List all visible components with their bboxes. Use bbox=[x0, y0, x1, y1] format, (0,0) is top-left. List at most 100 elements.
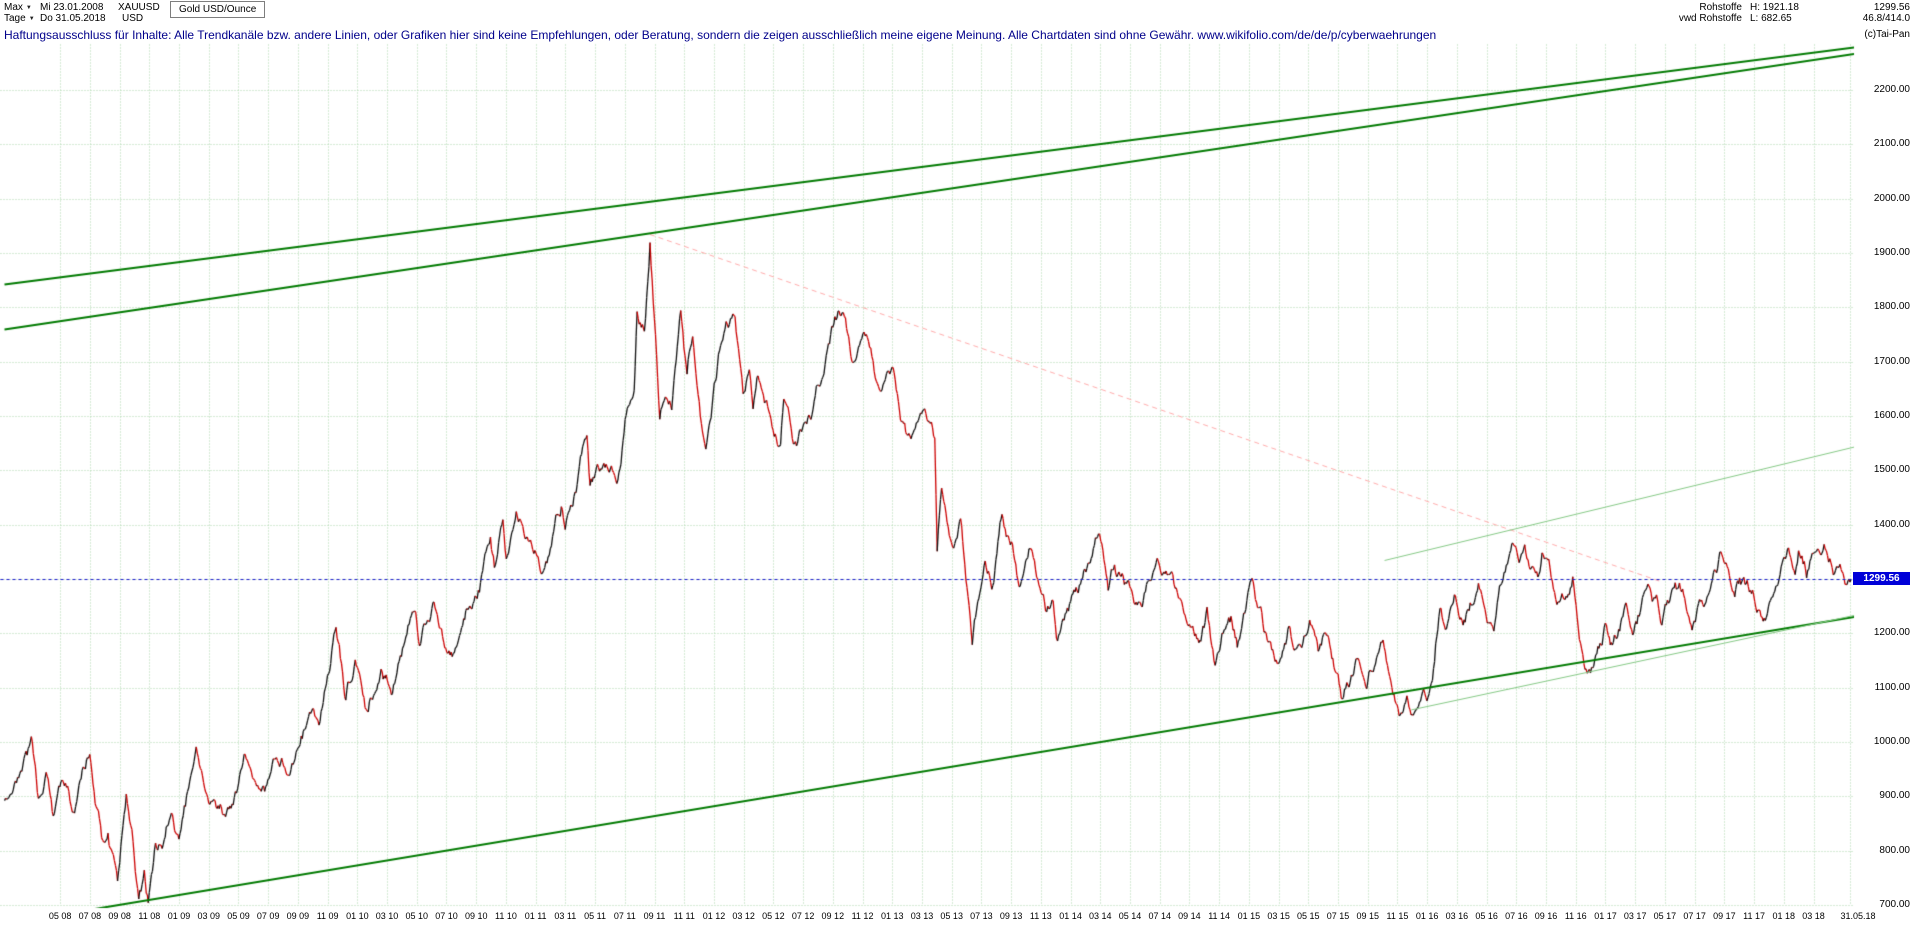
x-axis-label: 03 11 bbox=[554, 911, 577, 921]
x-axis-label: 05 12 bbox=[762, 911, 785, 921]
x-axis-label: 03 13 bbox=[910, 911, 934, 921]
x-axis-label: 05 15 bbox=[1297, 911, 1320, 921]
range-dropdown[interactable]: Max ▼ bbox=[4, 2, 32, 14]
low-value: L: 682.65 bbox=[1750, 13, 1792, 24]
y-axis-label: 1700.00 bbox=[1873, 355, 1910, 367]
x-axis-end-label: 31.05.18 bbox=[1840, 911, 1876, 921]
x-axis-label: 01 14 bbox=[1059, 911, 1082, 921]
x-axis-label: 09 16 bbox=[1534, 911, 1558, 921]
toolbar-row-2: Tage ▼ Do 31.05.2018 USD bbox=[0, 13, 1912, 25]
last-price: 1299.56 bbox=[1873, 2, 1910, 13]
y-axis-label: 1600.00 bbox=[1873, 410, 1910, 421]
period-dropdown[interactable]: Tage ▼ bbox=[4, 13, 35, 25]
x-axis-label: 11 11 bbox=[673, 911, 695, 921]
quote-info-panel: Rohstoffe H: 1921.18 1299.56 vwd Rohstof… bbox=[1679, 2, 1910, 24]
range-values: 46.8/414.0 bbox=[1862, 13, 1910, 24]
x-axis-label: 05 09 bbox=[227, 911, 250, 921]
x-axis-label: 03 09 bbox=[197, 911, 221, 921]
x-axis-label: 09 09 bbox=[286, 911, 310, 921]
symbol-label: XAUUSD bbox=[118, 2, 160, 13]
x-axis-label: 11 17 bbox=[1743, 911, 1765, 921]
x-axis-label: 01 10 bbox=[346, 911, 369, 921]
x-axis-label: 09 14 bbox=[1178, 911, 1201, 921]
chevron-down-icon: ▼ bbox=[28, 16, 35, 22]
x-axis-label: 03 17 bbox=[1623, 911, 1647, 921]
y-axis-label: 2000.00 bbox=[1873, 192, 1910, 204]
x-axis-label: 03 15 bbox=[1267, 911, 1290, 921]
y-axis-label: 1400.00 bbox=[1873, 518, 1910, 530]
x-axis-label: 07 12 bbox=[791, 911, 815, 921]
x-axis-label: 11 15 bbox=[1386, 911, 1409, 921]
source-label: vwd Rohstoffe bbox=[1678, 13, 1742, 24]
x-axis-label: 07 14 bbox=[1148, 911, 1171, 921]
category-label: Rohstoffe bbox=[1699, 2, 1742, 13]
x-axis-label: 11 08 bbox=[138, 911, 161, 921]
x-axis-label: 01 13 bbox=[880, 911, 904, 921]
chart-start-date: Mi 23.01.2008 bbox=[40, 2, 104, 13]
chart-toolbar: Max ▼ Mi 23.01.2008 XAUUSD Tage ▼ Do 31.05… bbox=[0, 0, 1912, 26]
toolbar-row-1: Max ▼ Mi 23.01.2008 XAUUSD bbox=[0, 2, 1912, 14]
x-axis-label: 07 13 bbox=[970, 911, 993, 921]
period-dropdown-label: Tage bbox=[4, 13, 26, 24]
x-axis-label: 07 17 bbox=[1683, 911, 1706, 921]
copyright-label: (c)Tai-Pan bbox=[1864, 29, 1910, 40]
currency-label: USD bbox=[122, 13, 144, 24]
x-axis-label: 11 14 bbox=[1208, 911, 1231, 921]
x-axis-label: 11 13 bbox=[1029, 911, 1052, 921]
x-axis-label: 01 09 bbox=[167, 911, 191, 921]
x-axis-label: 01 18 bbox=[1772, 911, 1796, 921]
x-axis-label: 05 16 bbox=[1475, 911, 1498, 921]
y-axis-label: 2200.00 bbox=[1873, 84, 1910, 95]
y-axis-label: 1900.00 bbox=[1873, 247, 1910, 258]
y-axis-label: 800.00 bbox=[1879, 844, 1910, 856]
x-axis-label: 05 11 bbox=[584, 911, 606, 921]
x-axis-label: 07 10 bbox=[435, 911, 458, 921]
x-axis-label: 05 14 bbox=[1118, 911, 1142, 921]
x-axis-label: 11 10 bbox=[494, 911, 517, 921]
x-axis-label: 07 08 bbox=[78, 911, 102, 921]
x-axis-label: 09 08 bbox=[108, 911, 131, 921]
x-axis-label: 01 11 bbox=[524, 911, 547, 921]
x-axis-label: 07 15 bbox=[1326, 911, 1350, 921]
x-axis-label: 09 13 bbox=[999, 911, 1023, 921]
x-axis-label: 05 13 bbox=[940, 911, 963, 921]
x-axis-label: 03 12 bbox=[732, 911, 755, 921]
x-axis-label: 05 10 bbox=[405, 911, 429, 921]
y-axis-label: 1200.00 bbox=[1873, 627, 1910, 639]
x-axis-label: 07 16 bbox=[1505, 911, 1528, 921]
y-axis-label: 700.00 bbox=[1879, 899, 1910, 910]
range-dropdown-label: Max bbox=[4, 2, 23, 13]
x-axis-label: 01 12 bbox=[702, 911, 726, 921]
chevron-down-icon: ▼ bbox=[25, 5, 32, 11]
x-axis-label: 03 10 bbox=[375, 911, 399, 921]
x-axis-label: 05 17 bbox=[1653, 911, 1677, 921]
x-axis-label: 11 09 bbox=[316, 911, 339, 921]
y-axis-label: 2100.00 bbox=[1873, 138, 1910, 150]
instrument-name-box[interactable]: Gold USD/Ounce bbox=[170, 1, 266, 18]
x-axis-label: 07 09 bbox=[256, 911, 280, 921]
x-axis-label: 09 17 bbox=[1713, 911, 1736, 921]
high-value: H: 1921.18 bbox=[1750, 2, 1799, 13]
x-axis-label: 11 16 bbox=[1564, 911, 1587, 921]
disclaimer-text: Haftungsausschluss für Inhalte: Alle Tre… bbox=[4, 28, 1437, 42]
x-axis-label: 07 11 bbox=[613, 911, 636, 921]
chart-end-date: Do 31.05.2018 bbox=[40, 13, 106, 24]
y-axis-label: 1100.00 bbox=[1874, 681, 1910, 693]
x-axis-label: 03 18 bbox=[1802, 911, 1825, 921]
y-axis-label: 1000.00 bbox=[1873, 736, 1910, 747]
y-axis-label: 1800.00 bbox=[1873, 301, 1910, 313]
x-axis-label: 09 11 bbox=[643, 911, 666, 921]
x-axis-label: 03 14 bbox=[1089, 911, 1112, 921]
x-axis-label: 03 16 bbox=[1445, 911, 1469, 921]
x-axis-label: 09 12 bbox=[821, 911, 845, 921]
x-axis-label: 01 16 bbox=[1415, 911, 1439, 921]
current-price-tag: 1299.56 bbox=[1853, 572, 1910, 586]
x-axis-label: 09 15 bbox=[1356, 911, 1379, 921]
x-axis-label: 01 15 bbox=[1237, 911, 1261, 921]
y-axis-label: 1500.00 bbox=[1873, 464, 1910, 476]
x-axis-label: 11 12 bbox=[851, 911, 874, 921]
y-axis-label: 900.00 bbox=[1879, 790, 1910, 802]
